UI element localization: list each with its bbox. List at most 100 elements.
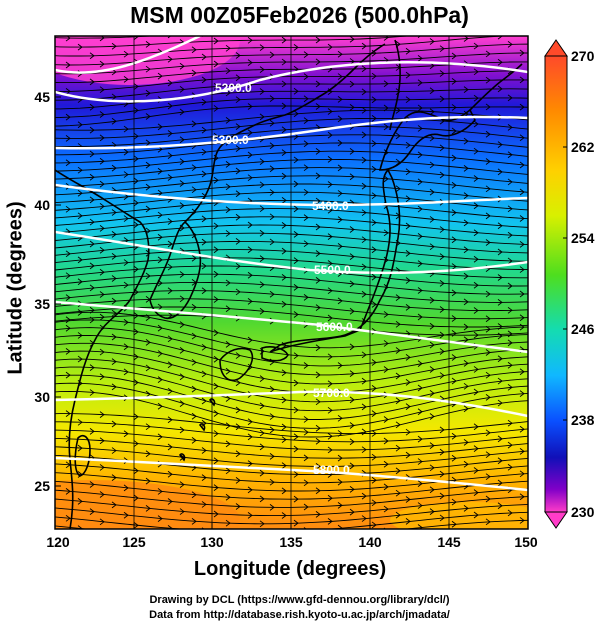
streamline-arrow: [507, 94, 513, 102]
streamline-arrow: [337, 430, 343, 437]
streamline-arrow: [451, 209, 457, 216]
streamline-arrow: [89, 389, 95, 396]
streamline-arrow: [337, 454, 343, 462]
streamline-arrow: [327, 380, 333, 388]
streamline-arrow: [303, 117, 309, 124]
contour-label-5800: 5800.0: [313, 463, 350, 477]
streamline-arrow: [123, 75, 129, 83]
streamline-arrow: [417, 408, 423, 416]
streamline-arrow: [349, 343, 355, 351]
streamline-arrow: [315, 487, 321, 495]
streamline-arrow: [269, 213, 275, 221]
streamline-arrow: [519, 241, 525, 248]
streamline-arrow: [327, 206, 333, 214]
streamline-arrow: [429, 341, 435, 349]
streamline-arrow: [303, 416, 309, 423]
streamline-arrow: [371, 219, 377, 226]
streamline-arrow: [315, 511, 321, 518]
streamline-arrow: [235, 352, 241, 359]
streamline-arrow: [293, 257, 299, 264]
streamline-arrow: [315, 172, 321, 180]
streamline-arrow: [405, 354, 411, 361]
streamline-arrow: [167, 152, 173, 159]
streamline-arrow: [485, 315, 491, 323]
y-axis-ticks: 25 30 35 40 45: [34, 89, 61, 494]
streamline-arrow: [111, 309, 117, 317]
streamline-arrow: [225, 230, 231, 237]
streamline-arrow: [519, 215, 525, 222]
streamline-arrow: [65, 61, 71, 69]
streamline-arrow: [213, 430, 219, 437]
streamline-arrow: [316, 534, 320, 540]
streamline-arrow: [383, 366, 389, 373]
streamline-arrow: [123, 171, 129, 178]
map-title: MSM 00Z05Feb2026 (500.0hPa): [130, 2, 469, 28]
streamline-arrow: [247, 246, 253, 254]
streamline: [55, 290, 528, 312]
streamline-arrow: [167, 130, 173, 137]
streamline-arrow: [247, 460, 253, 467]
streamline-arrow: [99, 134, 105, 142]
streamline-arrow: [259, 205, 265, 213]
streamline-arrow: [167, 387, 173, 395]
streamline-arrow: [191, 46, 197, 54]
streamline-arrow: [145, 183, 151, 191]
streamline-arrow: [327, 43, 333, 51]
streamline-arrow: [269, 385, 275, 393]
streamline-arrow: [485, 349, 491, 356]
streamline-arrow: [473, 467, 479, 474]
streamline-arrow: [123, 430, 129, 438]
streamline-arrow: [315, 424, 321, 432]
streamline-arrow: [145, 205, 151, 213]
streamline-arrow: [395, 372, 401, 380]
streamline-arrow: [405, 249, 411, 257]
streamline-arrow: [213, 60, 219, 68]
streamline-arrow: [429, 508, 435, 515]
streamline-arrow: [463, 219, 469, 227]
streamline-arrow: [235, 528, 237, 529]
streamline-arrow: [281, 126, 287, 134]
streamline-arrow: [473, 202, 479, 210]
streamline-arrow: [65, 250, 71, 258]
streamline-arrow: [89, 173, 95, 181]
streamline-arrow: [497, 355, 503, 363]
streamline-arrow: [259, 229, 265, 237]
streamline-arrow: [371, 273, 377, 281]
streamline-arrow: [225, 440, 231, 448]
streamline-arrow: [361, 42, 367, 50]
streamline-arrow: [133, 521, 139, 529]
streamline-arrow: [225, 89, 231, 97]
streamline-arrow: [167, 36, 172, 39]
streamline-arrow: [405, 168, 411, 176]
streamline-arrow: [451, 181, 457, 189]
streamline-arrow: [303, 293, 309, 301]
streamline-arrow: [77, 278, 83, 286]
streamline-arrow: [201, 170, 207, 178]
streamline-arrow: [361, 515, 367, 522]
streamline-arrow: [167, 311, 173, 319]
streamline-arrow: [179, 86, 185, 93]
streamline-arrow: [191, 518, 197, 525]
streamline-arrow: [405, 379, 411, 386]
streamline-arrow: [361, 351, 367, 359]
streamline: [55, 36, 160, 39]
streamline-arrow: [497, 377, 503, 385]
streamline-arrow: [473, 423, 479, 431]
streamline-arrow: [371, 521, 377, 529]
streamline-arrow: [349, 104, 355, 111]
streamline-arrow: [89, 218, 95, 226]
streamline-arrow: [111, 297, 117, 305]
streamline-arrow: [65, 348, 71, 355]
streamline-arrow: [463, 382, 469, 390]
streamline-arrow: [89, 481, 95, 488]
streamline-arrow: [179, 508, 185, 515]
streamline-arrow: [201, 126, 207, 134]
streamline-arrow: [473, 366, 479, 373]
streamline: [55, 519, 528, 529]
streamline: [55, 511, 528, 529]
streamline-arrow: [235, 213, 241, 221]
streamline-arrow: [485, 103, 491, 111]
streamline-arrow: [350, 531, 354, 537]
streamline-arrow: [361, 88, 367, 96]
streamline-arrow: [439, 426, 445, 434]
